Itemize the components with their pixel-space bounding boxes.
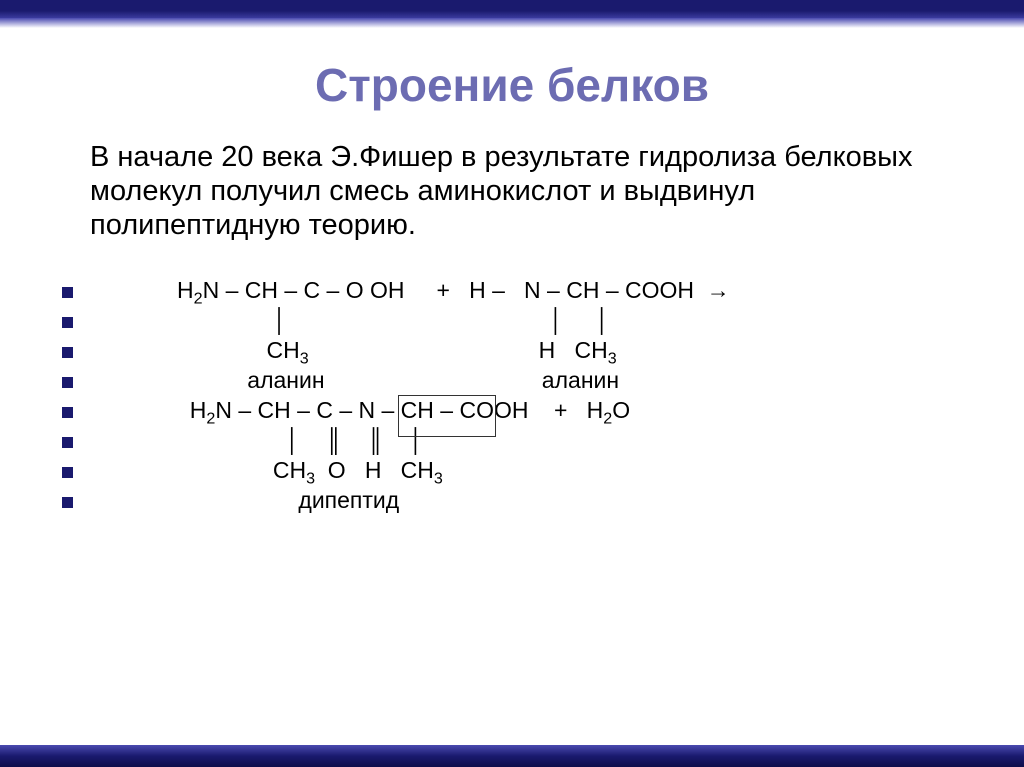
slide-content: Строение белков В начале 20 века Э.Фишер…	[0, 28, 1024, 537]
bullet-icon	[62, 437, 73, 448]
chem-line: │ ║ ║ │	[177, 427, 424, 455]
intro-paragraph: В начале 20 века Э.Фишер в результате ги…	[90, 140, 964, 243]
chem-line: аланин аланин	[177, 367, 619, 395]
bullet-icon	[62, 377, 73, 388]
chem-line: │ │ │	[177, 307, 610, 335]
chemistry-rows: H2N – CH – C – O OH + H – N – CH – COOH …	[62, 277, 964, 515]
chem-row: │ ║ ║ │	[62, 427, 964, 455]
chem-row: аланин аланин	[62, 367, 964, 395]
bullet-icon	[62, 347, 73, 358]
bottom-bar	[0, 745, 1024, 767]
chem-line: CH3 H CH3	[177, 337, 617, 365]
peptide-bond-box	[398, 395, 496, 437]
chem-line: H2N – CH – C – O OH + H – N – CH – COOH …	[177, 277, 730, 305]
bullet-icon	[62, 407, 73, 418]
chem-row: CH3 H CH3	[62, 337, 964, 365]
chemistry-block: H2N – CH – C – O OH + H – N – CH – COOH …	[110, 277, 964, 515]
bullet-icon	[62, 317, 73, 328]
slide-title: Строение белков	[60, 58, 964, 112]
bullet-icon	[62, 497, 73, 508]
chem-row: H2N – CH – C – O OH + H – N – CH – COOH …	[62, 277, 964, 305]
chem-line: CH3 O H CH3	[177, 457, 443, 485]
chem-row: │ │ │	[62, 307, 964, 335]
chem-row: H2N – CH – C – N – CH – COOH + H2O	[62, 397, 964, 425]
top-bar	[0, 0, 1024, 18]
chem-line: дипептид	[177, 487, 399, 515]
chem-row: CH3 O H CH3	[62, 457, 964, 485]
bullet-icon	[62, 467, 73, 478]
top-gradient	[0, 18, 1024, 28]
chem-row: дипептид	[62, 487, 964, 515]
bullet-icon	[62, 287, 73, 298]
